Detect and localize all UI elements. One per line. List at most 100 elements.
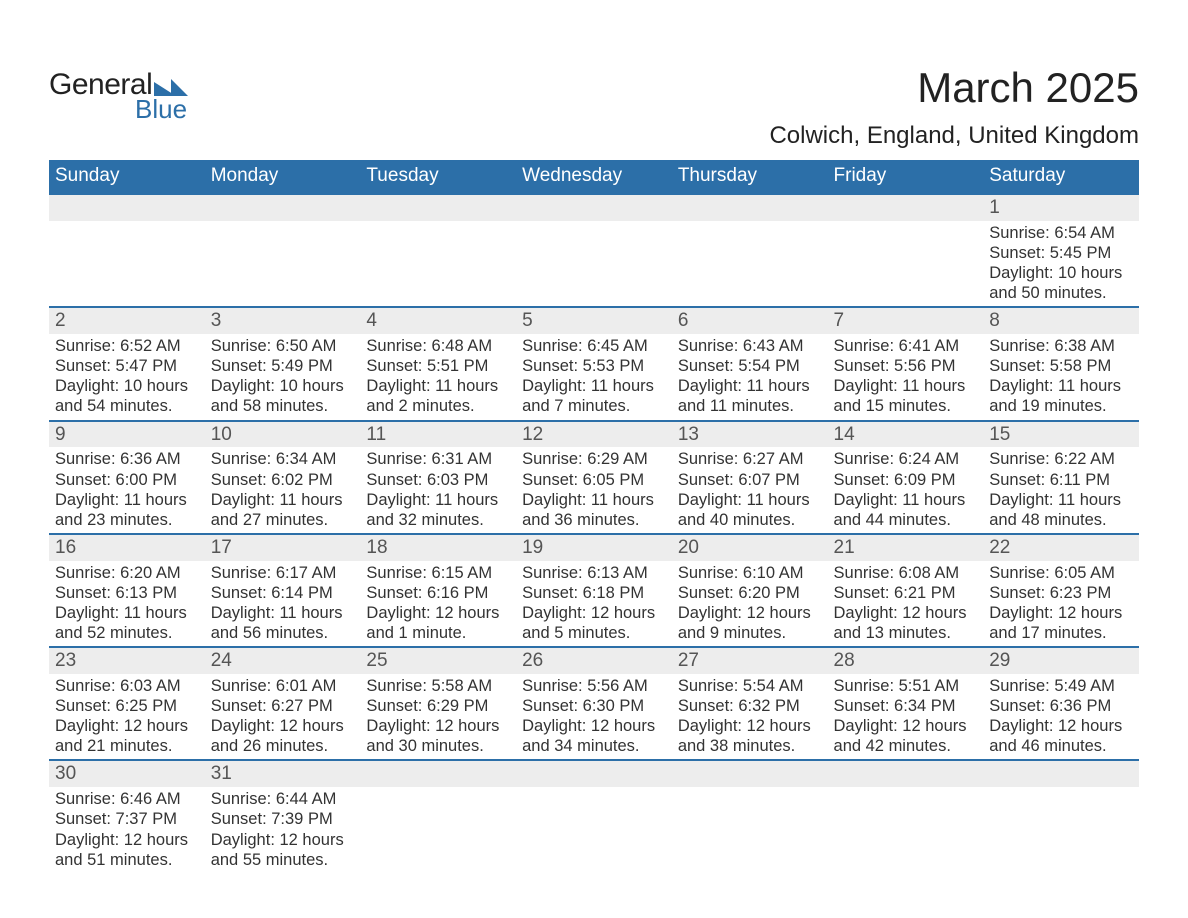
sunrise-line: Sunrise: 6:50 AM bbox=[211, 336, 355, 356]
day-details: Sunrise: 6:22 AMSunset: 6:11 PMDaylight:… bbox=[983, 447, 1139, 533]
day-number-cell: 25 bbox=[360, 647, 516, 674]
sunrise-line: Sunrise: 6:15 AM bbox=[366, 563, 510, 583]
day-details: Sunrise: 6:54 AMSunset: 5:45 PMDaylight:… bbox=[983, 221, 1139, 307]
day-number-cell: 16 bbox=[49, 534, 205, 561]
daylight-line: Daylight: 12 hours and 55 minutes. bbox=[211, 830, 355, 870]
daylight-line: Daylight: 11 hours and 48 minutes. bbox=[989, 490, 1133, 530]
sunset-line: Sunset: 5:47 PM bbox=[55, 356, 199, 376]
daylight-line: Daylight: 11 hours and 44 minutes. bbox=[834, 490, 978, 530]
day-details: Sunrise: 6:01 AMSunset: 6:27 PMDaylight:… bbox=[205, 674, 361, 760]
day-data-cell bbox=[360, 221, 516, 308]
day-data-cell bbox=[49, 221, 205, 308]
day-number: 10 bbox=[205, 422, 361, 448]
daylight-line: Daylight: 12 hours and 5 minutes. bbox=[522, 603, 666, 643]
day-data-cell: Sunrise: 6:44 AMSunset: 7:39 PMDaylight:… bbox=[205, 787, 361, 873]
day-data-cell: Sunrise: 6:01 AMSunset: 6:27 PMDaylight:… bbox=[205, 674, 361, 761]
sunset-line: Sunset: 6:05 PM bbox=[522, 470, 666, 490]
week-numbers-row: 1 bbox=[49, 194, 1139, 221]
day-details: Sunrise: 6:36 AMSunset: 6:00 PMDaylight:… bbox=[49, 447, 205, 533]
sunset-line: Sunset: 5:58 PM bbox=[989, 356, 1133, 376]
day-number-cell bbox=[205, 194, 361, 221]
sunset-line: Sunset: 6:02 PM bbox=[211, 470, 355, 490]
day-data-cell: Sunrise: 6:20 AMSunset: 6:13 PMDaylight:… bbox=[49, 561, 205, 648]
sunrise-line: Sunrise: 5:54 AM bbox=[678, 676, 822, 696]
day-number-cell bbox=[516, 194, 672, 221]
day-details: Sunrise: 5:51 AMSunset: 6:34 PMDaylight:… bbox=[828, 674, 984, 760]
calendar-page: General Blue March 2025 Colwich, England… bbox=[0, 0, 1188, 918]
day-number: 20 bbox=[672, 535, 828, 561]
sunset-line: Sunset: 6:11 PM bbox=[989, 470, 1133, 490]
sunrise-line: Sunrise: 6:34 AM bbox=[211, 449, 355, 469]
day-number-cell bbox=[828, 194, 984, 221]
sunrise-line: Sunrise: 6:17 AM bbox=[211, 563, 355, 583]
day-details: Sunrise: 6:46 AMSunset: 7:37 PMDaylight:… bbox=[49, 787, 205, 873]
daylight-line: Daylight: 12 hours and 17 minutes. bbox=[989, 603, 1133, 643]
sunrise-line: Sunrise: 6:10 AM bbox=[678, 563, 822, 583]
page-subtitle: Colwich, England, United Kingdom bbox=[49, 122, 1139, 150]
day-data-cell bbox=[516, 787, 672, 873]
day-number: 29 bbox=[983, 648, 1139, 674]
sunset-line: Sunset: 5:56 PM bbox=[834, 356, 978, 376]
day-details: Sunrise: 6:38 AMSunset: 5:58 PMDaylight:… bbox=[983, 334, 1139, 420]
daylight-line: Daylight: 11 hours and 52 minutes. bbox=[55, 603, 199, 643]
day-number-cell: 29 bbox=[983, 647, 1139, 674]
day-number-cell: 1 bbox=[983, 194, 1139, 221]
day-data-cell: Sunrise: 6:10 AMSunset: 6:20 PMDaylight:… bbox=[672, 561, 828, 648]
sunset-line: Sunset: 6:00 PM bbox=[55, 470, 199, 490]
logo: General Blue bbox=[49, 70, 188, 122]
week-numbers-row: 2345678 bbox=[49, 307, 1139, 334]
day-data-cell bbox=[672, 787, 828, 873]
day-data-cell: Sunrise: 6:05 AMSunset: 6:23 PMDaylight:… bbox=[983, 561, 1139, 648]
col-friday: Friday bbox=[828, 160, 984, 194]
day-number-cell: 31 bbox=[205, 760, 361, 787]
sunrise-line: Sunrise: 6:52 AM bbox=[55, 336, 199, 356]
daylight-line: Daylight: 10 hours and 54 minutes. bbox=[55, 376, 199, 416]
day-number: 8 bbox=[983, 308, 1139, 334]
day-details: Sunrise: 6:20 AMSunset: 6:13 PMDaylight:… bbox=[49, 561, 205, 647]
header: March 2025 Colwich, England, United King… bbox=[49, 64, 1139, 150]
day-number: 6 bbox=[672, 308, 828, 334]
sunset-line: Sunset: 6:23 PM bbox=[989, 583, 1133, 603]
sunrise-line: Sunrise: 6:31 AM bbox=[366, 449, 510, 469]
day-number: 26 bbox=[516, 648, 672, 674]
day-data-cell: Sunrise: 5:49 AMSunset: 6:36 PMDaylight:… bbox=[983, 674, 1139, 761]
sunset-line: Sunset: 5:49 PM bbox=[211, 356, 355, 376]
day-number-cell bbox=[360, 760, 516, 787]
day-data-cell: Sunrise: 6:38 AMSunset: 5:58 PMDaylight:… bbox=[983, 334, 1139, 421]
day-number-cell bbox=[672, 760, 828, 787]
sunset-line: Sunset: 7:39 PM bbox=[211, 809, 355, 829]
day-number: 16 bbox=[49, 535, 205, 561]
day-number-cell: 10 bbox=[205, 421, 361, 448]
day-number-cell: 9 bbox=[49, 421, 205, 448]
sunset-line: Sunset: 6:18 PM bbox=[522, 583, 666, 603]
logo-triangle-icon bbox=[154, 76, 188, 96]
day-number: 23 bbox=[49, 648, 205, 674]
daylight-line: Daylight: 12 hours and 13 minutes. bbox=[834, 603, 978, 643]
day-number-cell bbox=[49, 194, 205, 221]
sunset-line: Sunset: 6:14 PM bbox=[211, 583, 355, 603]
day-details: Sunrise: 6:43 AMSunset: 5:54 PMDaylight:… bbox=[672, 334, 828, 420]
day-number: 30 bbox=[49, 761, 205, 787]
day-details: Sunrise: 5:49 AMSunset: 6:36 PMDaylight:… bbox=[983, 674, 1139, 760]
sunrise-line: Sunrise: 6:01 AM bbox=[211, 676, 355, 696]
day-details: Sunrise: 6:50 AMSunset: 5:49 PMDaylight:… bbox=[205, 334, 361, 420]
day-number: 22 bbox=[983, 535, 1139, 561]
day-number-cell: 3 bbox=[205, 307, 361, 334]
day-number-cell bbox=[983, 760, 1139, 787]
day-data-cell bbox=[828, 221, 984, 308]
day-number-cell bbox=[828, 760, 984, 787]
day-number-cell: 5 bbox=[516, 307, 672, 334]
sunrise-line: Sunrise: 6:29 AM bbox=[522, 449, 666, 469]
daylight-line: Daylight: 12 hours and 9 minutes. bbox=[678, 603, 822, 643]
sunset-line: Sunset: 6:34 PM bbox=[834, 696, 978, 716]
day-number-cell: 30 bbox=[49, 760, 205, 787]
day-number: 4 bbox=[360, 308, 516, 334]
sunset-line: Sunset: 6:20 PM bbox=[678, 583, 822, 603]
day-details: Sunrise: 6:08 AMSunset: 6:21 PMDaylight:… bbox=[828, 561, 984, 647]
day-data-cell: Sunrise: 6:52 AMSunset: 5:47 PMDaylight:… bbox=[49, 334, 205, 421]
day-number-cell: 23 bbox=[49, 647, 205, 674]
sunrise-line: Sunrise: 6:27 AM bbox=[678, 449, 822, 469]
day-data-cell: Sunrise: 6:36 AMSunset: 6:00 PMDaylight:… bbox=[49, 447, 205, 534]
page-title: March 2025 bbox=[49, 64, 1139, 112]
day-number-cell: 26 bbox=[516, 647, 672, 674]
